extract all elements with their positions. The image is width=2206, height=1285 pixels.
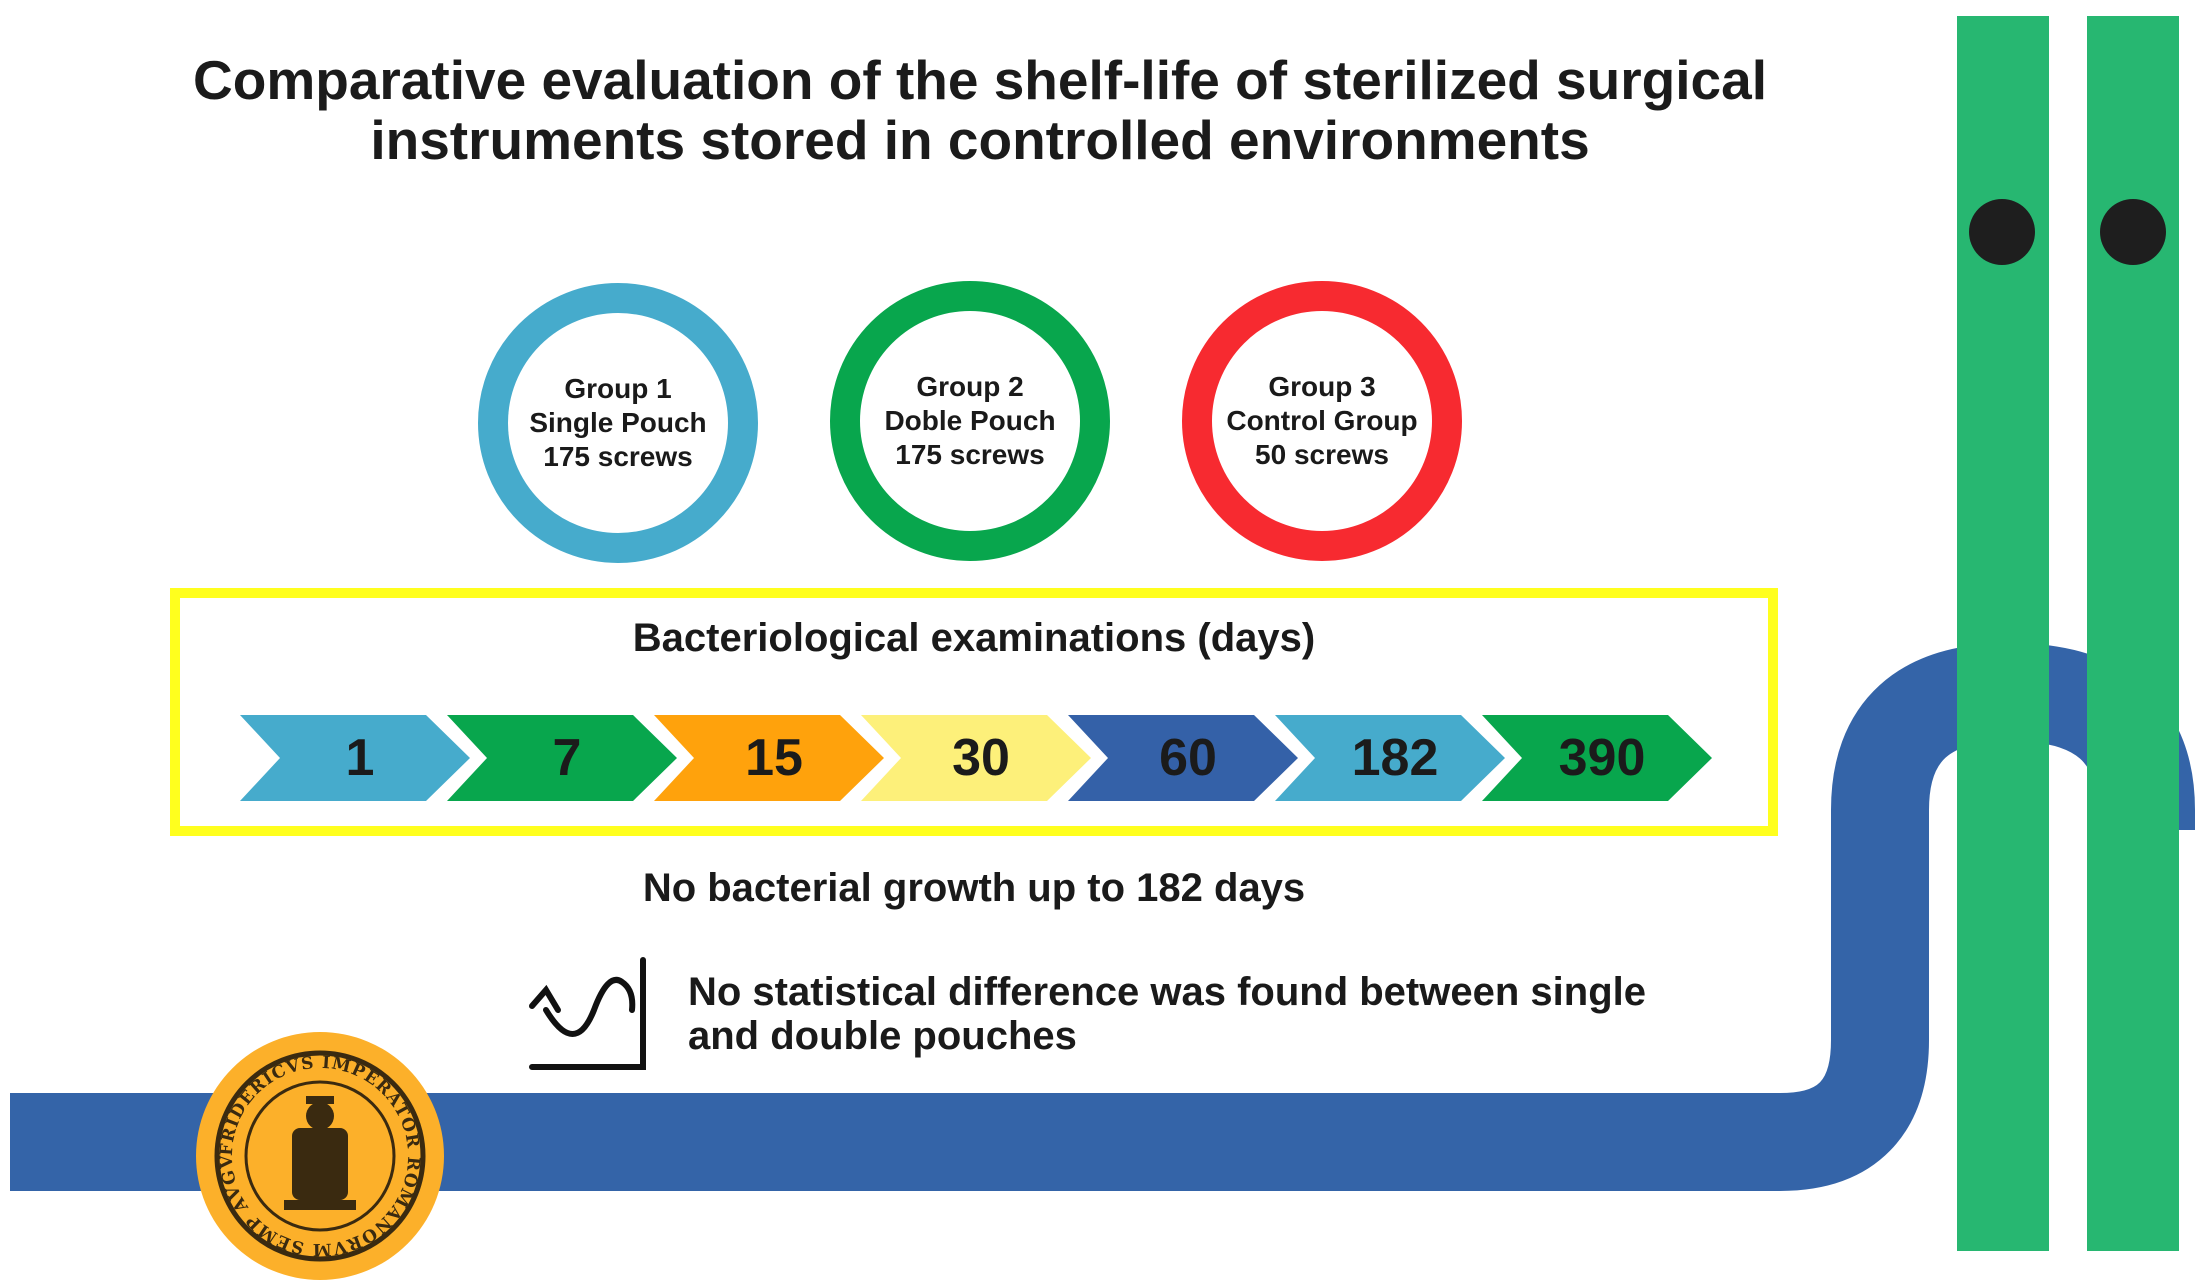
university-seal: FRIDERICVS IMPERATOR ROMANORVM SEMP AVGV… [188, 1017, 444, 1280]
group-3-type: Control Group [1226, 405, 1418, 436]
group-3-count: 50 screws [1255, 439, 1389, 470]
group-1-count: 175 screws [543, 441, 693, 472]
examinations-box [170, 588, 1778, 836]
day-label-1: 1 [345, 729, 375, 787]
day-label-30: 30 [952, 729, 1010, 787]
day-label-182: 182 [1351, 729, 1439, 787]
group-1-name: Group 1 [564, 373, 672, 404]
background-decor [10, 16, 2195, 1251]
seal-graphic: FRIDERICVS IMPERATOR ROMANORVM SEMP AVGV… [188, 1017, 444, 1280]
group-2-type: Doble Pouch [884, 405, 1056, 436]
day-chevron-7 [447, 715, 677, 801]
statistics-finding-line-1: No statistical difference was found betw… [688, 970, 1646, 1014]
group-2-count: 175 screws [895, 439, 1045, 470]
growth-finding: No bacterial growth up to 182 days [642, 866, 1306, 910]
day-chevron-390 [1482, 715, 1712, 801]
day-chevrons [240, 715, 1712, 801]
title-line-1: Comparative evaluation of the shelf-life… [193, 49, 1767, 111]
day-label-15: 15 [745, 729, 803, 787]
dot-right [2100, 199, 2166, 265]
statistics-finding: No statistical difference was found betw… [688, 970, 1828, 1058]
group-1-ring: Group 1 Single Pouch 175 screws [478, 283, 758, 563]
examinations-title: Bacteriological examinations (days) [632, 616, 1316, 660]
group-2-name: Group 2 [916, 371, 1024, 402]
day-label-390: 390 [1558, 729, 1646, 787]
group-2-ring: Group 2 Doble Pouch 175 screws [830, 281, 1110, 561]
statistics-curve-icon [529, 957, 646, 1070]
group-3-ring: Group 3 Control Group 50 screws [1182, 281, 1462, 561]
group-1-type: Single Pouch [529, 407, 707, 438]
day-label-7: 7 [552, 729, 582, 787]
day-label-60: 60 [1159, 729, 1217, 787]
day-chevron-60 [1068, 715, 1298, 801]
statistics-finding-line-2: and double pouches [688, 1014, 1077, 1058]
day-chevron-182 [1275, 715, 1505, 801]
dot-left [1969, 199, 2035, 265]
group-3-name: Group 3 [1268, 371, 1376, 402]
day-chevron-15 [654, 715, 884, 801]
day-chevron-30 [861, 715, 1091, 801]
title-line-2: instruments stored in controlled environ… [370, 109, 1590, 171]
day-chevron-1 [240, 715, 470, 801]
page-title: Comparative evaluation of the shelf-life… [40, 50, 1920, 170]
